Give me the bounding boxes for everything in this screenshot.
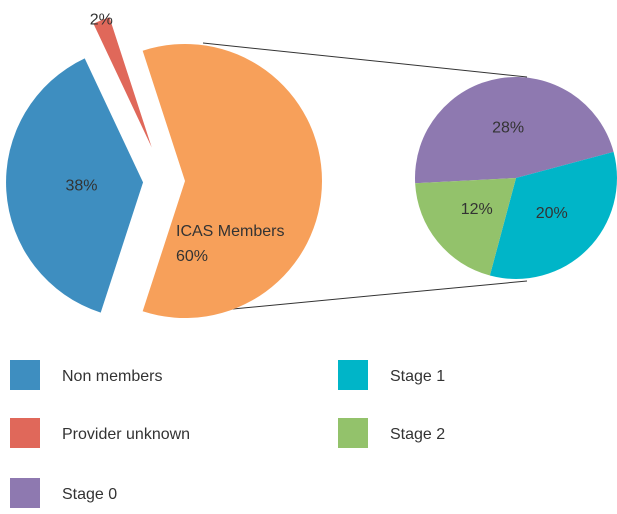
legend-swatch xyxy=(10,478,40,508)
pie-slice xyxy=(142,44,322,319)
pie-slice xyxy=(6,58,144,313)
legend-label: Stage 2 xyxy=(390,426,445,443)
connector-line xyxy=(202,42,528,78)
slice-value-label: 28% xyxy=(492,119,524,136)
pie-slice xyxy=(93,17,152,148)
legend-swatch xyxy=(338,418,368,448)
legend-swatch xyxy=(338,360,368,390)
legend-swatch xyxy=(10,418,40,448)
legend-label: Provider unknown xyxy=(62,426,190,443)
slice-value-label: 60% xyxy=(176,248,208,265)
connector-line xyxy=(179,280,528,315)
slice-value-label: 38% xyxy=(65,177,97,194)
legend-swatch xyxy=(10,360,40,390)
pie-slice xyxy=(489,151,617,279)
legend-label: Non members xyxy=(62,368,162,385)
slice-value-label: 12% xyxy=(461,201,493,218)
pie-slice xyxy=(415,178,516,276)
slice-value-label: 20% xyxy=(536,205,568,222)
slice-value-label: 2% xyxy=(90,11,113,28)
slice-category-label: ICAS Members xyxy=(176,223,284,240)
pie-slice xyxy=(415,77,614,184)
legend-label: Stage 0 xyxy=(62,486,117,503)
legend-label: Stage 1 xyxy=(390,368,445,385)
